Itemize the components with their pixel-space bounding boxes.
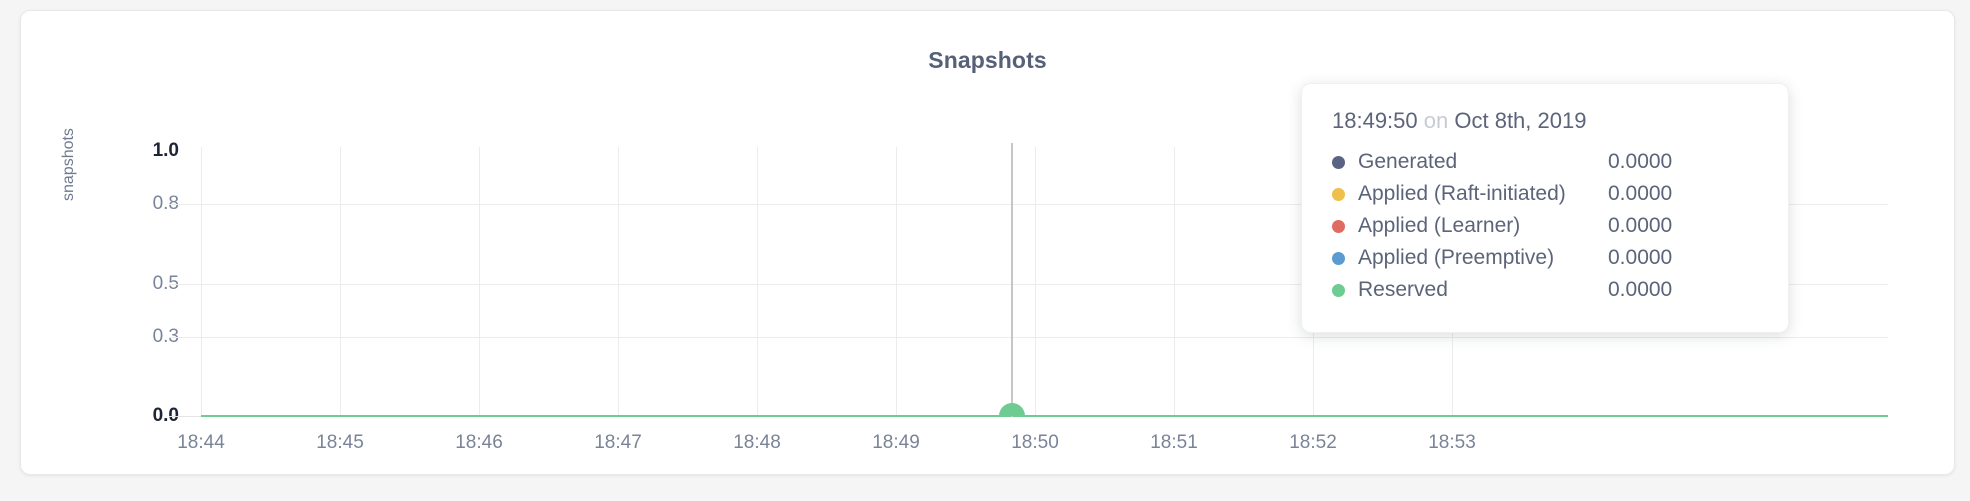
y-tick-label: 0.3	[152, 325, 179, 347]
gridline-vertical	[757, 147, 758, 416]
hover-tooltip: 18:49:50 on Oct 8th, 2019 Generated 0.000…	[1301, 83, 1789, 333]
plot-area[interactable]	[169, 143, 1888, 417]
series-color-dot-icon	[1332, 187, 1345, 201]
series-color-dot-icon	[1332, 219, 1345, 233]
tooltip-series-label: Generated	[1358, 150, 1458, 173]
x-tick-label: 18:48	[733, 432, 781, 453]
tooltip-row: Reserved 0.0000	[1332, 274, 1758, 306]
gridline-horizontal	[169, 204, 1888, 205]
tooltip-series-label: Applied (Preemptive)	[1358, 246, 1555, 269]
hover-point-marker[interactable]	[998, 403, 1025, 416]
y-tick-label: 0.0	[152, 405, 179, 426]
tooltip-header: 18:49:50 on Oct 8th, 2019	[1332, 108, 1758, 134]
x-tick-label: 18:50	[1011, 432, 1059, 453]
tooltip-series-value: 0.0000	[1608, 214, 1673, 237]
hover-point-dot	[998, 403, 1025, 416]
gridline-vertical	[1035, 147, 1036, 416]
tooltip-series-label: Reserved	[1358, 278, 1448, 301]
x-tick-label: 18:45	[316, 432, 364, 453]
gridline-vertical	[201, 147, 202, 416]
y-tick-label: 0.8	[152, 193, 179, 214]
tooltip-on-text: on	[1423, 108, 1449, 133]
gridline-horizontal	[169, 336, 1888, 338]
gridline-vertical	[896, 147, 897, 416]
gridline-vertical	[618, 147, 619, 416]
chart-card: Snapshots snapshots 1.0 0.8 0.5 0.3 0.0 18:4…	[20, 10, 1955, 475]
chart-title: Snapshots	[928, 47, 1047, 73]
gridline-vertical	[340, 147, 341, 416]
series-color-dot-icon	[1332, 155, 1345, 169]
series-color-dot-icon	[1332, 251, 1345, 265]
tooltip-series-value: 0.0000	[1608, 150, 1673, 173]
tooltip-rows: Generated 0.0000 Applied (Raft-initiated) 0…	[1332, 146, 1758, 306]
tooltip-series-value: 0.0000	[1608, 246, 1673, 269]
y-tick-label: 1.0	[152, 140, 179, 161]
tooltip-series-label: Applied (Raft-initiated)	[1358, 182, 1566, 205]
tooltip-series-value: 0.0000	[1608, 182, 1673, 205]
x-tick-label: 18:51	[1150, 432, 1198, 453]
x-tick-label: 18:52	[1289, 432, 1337, 453]
x-tick-label: 18:47	[594, 432, 642, 453]
tooltip-series-value: 0.0000	[1608, 278, 1673, 301]
tooltip-row: Applied (Raft-initiated) 0.0000	[1332, 178, 1758, 210]
y-tick-label: 0.5	[152, 272, 179, 294]
tooltip-time: 18:49:50	[1332, 108, 1418, 133]
series-color-dot-icon	[1332, 283, 1345, 297]
gridline-vertical	[479, 147, 480, 416]
gridline-vertical	[1174, 147, 1175, 416]
x-tick-label: 18:49	[872, 432, 920, 453]
tooltip-date: Oct 8th, 2019	[1454, 108, 1587, 133]
x-tick-label: 18:53	[1428, 432, 1476, 453]
tooltip-series-label: Applied (Learner)	[1358, 214, 1521, 237]
y-axis-ticks: 1.0 0.8 0.5 0.3 0.0	[109, 11, 179, 501]
x-tick-label: 18:44	[177, 432, 225, 453]
x-tick-label: 18:46	[455, 432, 503, 453]
tooltip-row: Applied (Learner) 0.0000	[1332, 210, 1758, 242]
tooltip-row: Applied (Preemptive) 0.0000	[1332, 242, 1758, 274]
crosshair-line	[1010, 143, 1013, 417]
tooltip-row: Generated 0.0000	[1332, 146, 1758, 178]
gridline-horizontal	[169, 283, 1888, 285]
y-axis-label: snapshots	[60, 128, 77, 201]
series-line	[201, 415, 1888, 417]
